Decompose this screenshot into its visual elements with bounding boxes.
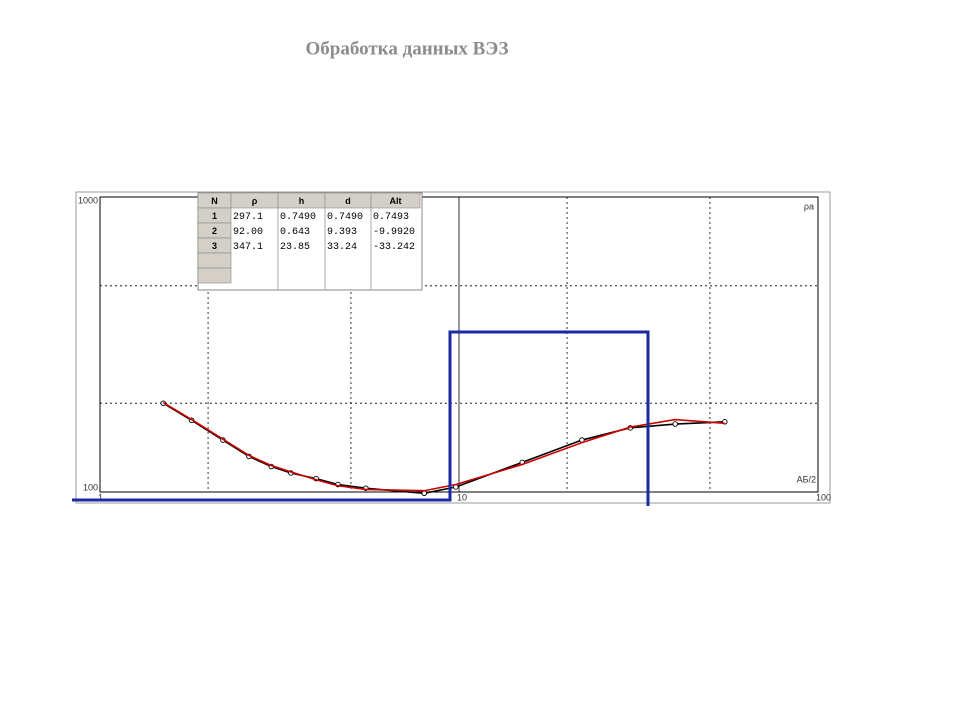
table-cell: 23.85 bbox=[280, 242, 310, 253]
header-cell: h bbox=[299, 196, 305, 206]
table-cell: 0.7493 bbox=[373, 212, 409, 223]
data-point bbox=[421, 490, 427, 497]
table-cell: -33.242 bbox=[373, 242, 415, 253]
plot: 1 10 100 100 1000 ρа АБ/2 bbox=[78, 195, 831, 502]
data-point bbox=[672, 421, 678, 427]
header-cell: ρ bbox=[252, 196, 258, 206]
x-axis-label: АБ/2 bbox=[797, 474, 816, 484]
header-bg bbox=[370, 192, 421, 209]
table-cell: 0.7490 bbox=[280, 212, 316, 223]
blue-step-line bbox=[72, 330, 650, 506]
y-tick-label: 100 bbox=[83, 482, 98, 492]
chart-frame bbox=[75, 191, 831, 504]
table-bg bbox=[197, 192, 423, 291]
cell-bg bbox=[197, 252, 232, 269]
table-cell: 92.00 bbox=[233, 227, 263, 238]
x-tick-label: 100 bbox=[816, 492, 831, 502]
row-number: 1 bbox=[212, 211, 217, 221]
x-tick-label: 1 bbox=[98, 492, 103, 502]
row-number: 3 bbox=[212, 241, 217, 251]
y-axis-label: ρа bbox=[804, 201, 814, 211]
series-line bbox=[162, 401, 725, 492]
table-cell: 0.643 bbox=[280, 227, 310, 238]
layer-model bbox=[72, 330, 650, 506]
header-cell: Alt bbox=[390, 196, 402, 206]
x-tick-label: 10 bbox=[457, 492, 467, 502]
table-cell: -9.9920 bbox=[373, 227, 415, 238]
y-tick-label: 1000 bbox=[78, 195, 98, 205]
header-cell: d bbox=[345, 196, 351, 206]
cell-bg bbox=[197, 267, 232, 284]
table-cell: 33.24 bbox=[327, 242, 357, 253]
table-cell: 0.7490 bbox=[327, 212, 363, 223]
table-cell: 347.1 bbox=[233, 242, 263, 253]
header-cell: N bbox=[211, 196, 218, 206]
table-cell: 297.1 bbox=[233, 212, 263, 223]
table-cell: 9.393 bbox=[327, 227, 357, 238]
slide-title: Обработка данных ВЭЗ bbox=[306, 38, 509, 59]
row-number: 2 bbox=[212, 226, 217, 236]
